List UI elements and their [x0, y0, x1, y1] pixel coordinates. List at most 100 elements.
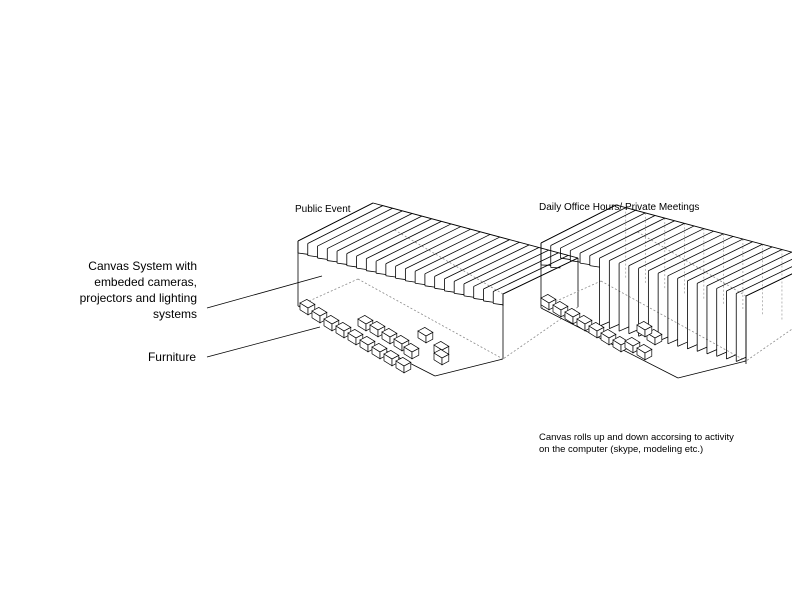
furniture-box	[381, 327, 398, 345]
canvas-slat	[404, 231, 481, 283]
room-floor-right-edge	[434, 358, 504, 377]
furniture-box	[433, 348, 450, 366]
canvas-slat-top	[327, 210, 403, 249]
furniture-box-top	[540, 293, 557, 304]
canvas-slat-hem	[483, 300, 494, 303]
canvas-slat	[336, 213, 413, 265]
furniture-box-top	[359, 335, 376, 346]
canvas-slat	[657, 236, 734, 342]
canvas-slat-top	[560, 209, 636, 249]
canvas-slat	[483, 252, 559, 303]
canvas-slat-top	[677, 241, 753, 279]
canvas-slat-hem	[560, 257, 571, 260]
canvas-slat	[560, 209, 636, 260]
canvas-slat-top	[687, 243, 763, 282]
canvas-slat-top	[570, 212, 646, 251]
canvas-slat-hem	[297, 252, 308, 255]
canvas-slat	[424, 236, 501, 288]
furniture-box-top	[299, 298, 316, 309]
canvas-slat	[608, 222, 685, 330]
canvas-slat-top	[667, 238, 744, 277]
canvas-slat-top	[657, 236, 734, 274]
canvas-slat-hem	[609, 324, 620, 330]
canvas-slat-top	[716, 251, 792, 289]
canvas-slat-hem	[667, 339, 678, 345]
furniture-box	[347, 328, 364, 346]
canvas-slat-top	[356, 218, 432, 257]
canvas-slat	[677, 241, 753, 347]
canvas-slat	[473, 249, 549, 301]
canvas-system-label-line-2: embeded cameras,	[94, 275, 197, 289]
leader-lines	[206, 275, 323, 358]
canvas-slat	[706, 249, 783, 355]
canvas-slat-top	[463, 247, 540, 285]
canvas-leader-line	[206, 275, 323, 309]
canvas-slat-hem	[385, 275, 396, 278]
canvas-slat-top	[454, 244, 530, 282]
canvas-slat	[687, 243, 763, 350]
furniture-box-top	[383, 349, 400, 360]
canvas-slat	[540, 204, 617, 266]
canvas-slat	[346, 215, 422, 268]
furniture-box	[395, 356, 412, 374]
canvas-slat-top	[405, 231, 481, 270]
canvas-slat	[453, 244, 530, 296]
furniture-box	[636, 343, 653, 361]
canvas-slat-hem	[677, 341, 688, 347]
canvas-slat-hem	[473, 298, 484, 301]
canvas-slat-hem	[327, 260, 338, 263]
canvas-slat-top	[317, 207, 393, 247]
furniture-box	[403, 342, 420, 360]
canvas-slat	[395, 228, 471, 280]
canvas-slat-top	[366, 220, 442, 260]
canvas-slat	[463, 247, 540, 298]
furniture-box	[564, 307, 581, 325]
canvas-frame-right-bottom	[502, 306, 579, 360]
canvas-slat-top	[444, 241, 520, 280]
canvas-slat-top	[336, 213, 413, 252]
furniture-box-top	[323, 314, 340, 325]
canvas-slat	[638, 230, 714, 337]
canvas-note: Canvas rolls up and down accorsing to ac…	[539, 432, 734, 456]
furniture-box	[540, 293, 557, 311]
canvas-note-line-2: on the computer (skype, modeling etc.)	[539, 444, 704, 455]
furniture-box	[359, 335, 376, 353]
canvas-frame-left	[297, 202, 374, 242]
canvas-frame-back	[372, 202, 579, 259]
canvas-slat-top	[706, 249, 783, 287]
public-event-model	[297, 202, 579, 377]
canvas-slat-hem	[454, 292, 465, 296]
canvas-slat-hem	[424, 285, 435, 288]
canvas-slat-top	[424, 236, 501, 275]
canvas-slat-hem	[405, 280, 416, 283]
canvas-slat	[365, 220, 442, 273]
furniture-box-top	[624, 336, 641, 347]
canvas-slat-top	[648, 233, 724, 272]
furniture-box-top	[381, 327, 398, 338]
room-top-back-edge	[392, 228, 504, 295]
canvas-note-line-1: Canvas rolls up and down accorsing to ac…	[539, 432, 734, 443]
canvas-slat-hem	[434, 287, 445, 291]
canvas-slat-hem	[366, 270, 377, 273]
canvas-slat	[618, 225, 695, 332]
canvas-slat-top	[589, 217, 665, 256]
canvas-slat	[745, 273, 792, 364]
canvas-slat	[375, 223, 452, 275]
furniture-box	[369, 320, 386, 338]
furniture-label: Furniture	[147, 350, 196, 364]
canvas-frame-back	[615, 204, 792, 253]
canvas-frame-right	[745, 273, 792, 297]
furniture-box	[552, 300, 569, 318]
canvas-slat	[696, 246, 773, 352]
canvas-slat-top	[385, 226, 462, 265]
canvas-slat	[579, 215, 656, 266]
furniture-box	[383, 349, 400, 367]
canvas-slat	[716, 251, 792, 357]
furniture-box-top	[311, 306, 328, 317]
canvas-slat	[735, 266, 792, 362]
canvas-slat-hem	[706, 349, 717, 355]
canvas-slat-top	[375, 223, 452, 262]
room-floor-right-edge	[677, 360, 747, 379]
canvas-slat	[647, 233, 724, 340]
